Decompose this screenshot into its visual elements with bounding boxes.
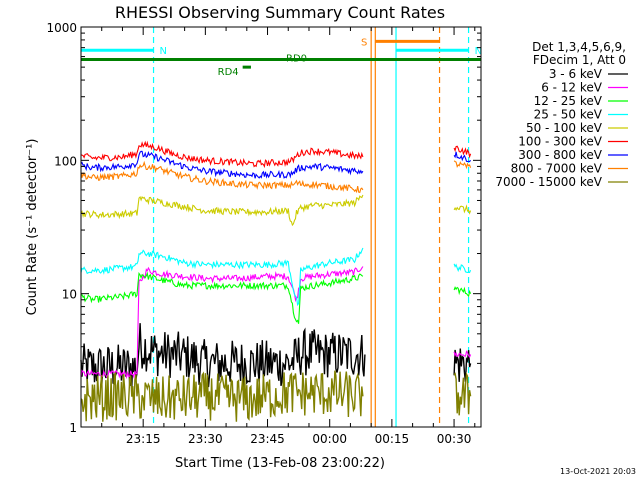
annotation-label-rd4: RD4: [218, 67, 239, 78]
series-100-300-kev: [80, 140, 472, 169]
series-line-300-800-kev: [453, 151, 472, 163]
plot-frame: [80, 26, 482, 428]
legend-label-12-25-kev: 12 - 25 keV: [534, 94, 603, 108]
annotation-label-rd0: RD0: [286, 54, 307, 65]
series-line-300-800-kev: [80, 150, 364, 179]
series-800-7000-kev: [80, 160, 472, 194]
series-line-25-50-kev: [453, 263, 472, 274]
series-line-7000-15000-kev: [453, 371, 472, 416]
legend-label-25-50-kev: 25 - 50 keV: [534, 108, 603, 122]
legend-label-7000-15000-kev: 7000 - 15000 keV: [495, 175, 602, 189]
series-line-6-12-kev: [80, 266, 364, 380]
series-line-12-25-kev: [453, 286, 472, 298]
annotation-label-n: N: [475, 46, 482, 57]
series-6-12-kev: [80, 266, 472, 380]
series-7000-15000-kev: [80, 370, 472, 422]
series-line-800-7000-kev: [80, 160, 364, 194]
annotation-label-s: S: [361, 37, 367, 48]
series-line-100-300-kev: [453, 145, 472, 159]
legend-header-line-1: Det 1,3,4,5,6,9,: [532, 40, 626, 54]
series-line-800-7000-kev: [453, 160, 472, 170]
x-tick-label: 00:15: [375, 432, 410, 446]
series-50-100-kev: [80, 194, 472, 227]
y-axis-label: Count Rate (s⁻¹ detector⁻¹): [25, 139, 40, 316]
series-line-50-100-kev: [80, 194, 364, 227]
legend-label-6-12-kev: 6 - 12 keV: [541, 81, 603, 95]
series-line-3-6-kev: [453, 348, 472, 382]
x-axis-label: Start Time (13-Feb-08 23:00:22): [175, 456, 385, 471]
axis-layer: 1 10 100 1000 23:15 23:30 23:45 00:00 00:15 00:30: [46, 21, 481, 446]
series-12-25-kev: [80, 271, 472, 324]
y-tick-label: 1000: [46, 21, 77, 35]
y-tick-label: 10: [62, 288, 77, 302]
x-tick-label: 00:00: [312, 432, 347, 446]
x-tick-label: 23:30: [188, 432, 223, 446]
chart-title: RHESSI Observing Summary Count Rates: [115, 3, 445, 22]
x-tick-label: 00:30: [437, 432, 472, 446]
series-layer: [80, 140, 472, 422]
series-line-3-6-kev: [80, 323, 366, 388]
legend-header-line-2: FDecim 1, Att 0: [533, 53, 626, 67]
legend-label-50-100-kev: 50 - 100 keV: [526, 121, 603, 135]
legend-label-3-6-kev: 3 - 6 keV: [549, 67, 603, 81]
annotation-label-n: N: [160, 46, 167, 57]
series-300-800-kev: [80, 150, 472, 179]
series-line-100-300-kev: [80, 140, 364, 169]
series-line-6-12-kev: [453, 350, 472, 359]
legend-label-300-800-kev: 300 - 800 keV: [518, 148, 602, 162]
x-tick-label: 23:45: [250, 432, 285, 446]
x-tick-label: 23:15: [126, 432, 161, 446]
footer-timestamp: 13-Oct-2021 20:03: [560, 467, 636, 476]
series-25-50-kev: [80, 247, 472, 307]
series-3-6-kev: [80, 323, 472, 388]
series-line-7000-15000-kev: [80, 370, 364, 422]
y-tick-label: 1: [69, 421, 77, 435]
y-tick-label: 100: [54, 154, 77, 168]
series-line-12-25-kev: [80, 271, 364, 324]
series-line-50-100-kev: [453, 204, 472, 215]
series-line-25-50-kev: [80, 247, 364, 307]
legend-label-800-7000-kev: 800 - 7000 keV: [511, 162, 603, 176]
annotation-layer: N N S RD0 RD4: [80, 27, 482, 427]
legend-label-100-300-kev: 100 - 300 keV: [518, 135, 602, 149]
